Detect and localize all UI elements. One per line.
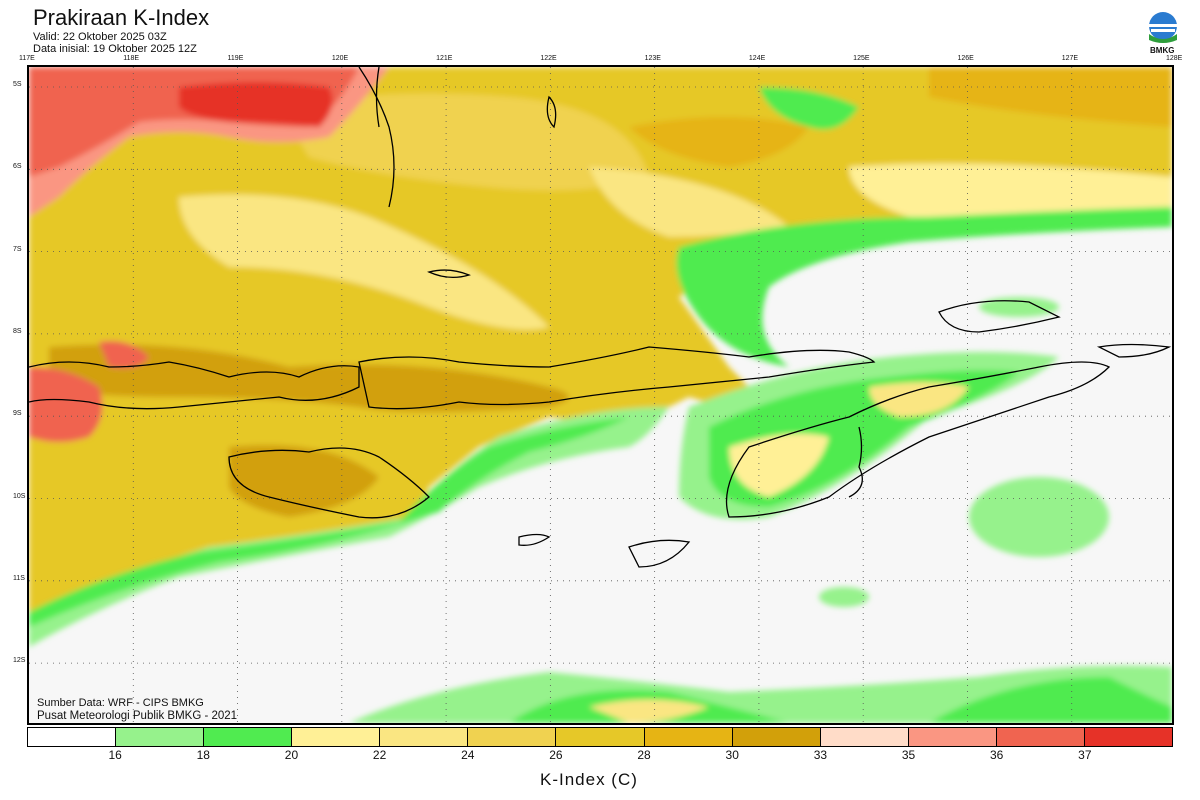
timor-coastline (725, 361, 1111, 518)
colorbar-tick: 20 (284, 748, 299, 762)
kindex-zone-16-18 (979, 297, 1059, 317)
colorbar-bin (820, 728, 909, 746)
lon-label: 119E (227, 55, 244, 62)
lon-label: 123E (644, 55, 661, 62)
map-title: Prakiraan K-Index (33, 5, 210, 30)
colorbar-bin (732, 728, 821, 746)
colorbar-bin (644, 728, 733, 746)
kindex-zone-30-33 (929, 67, 1172, 127)
kindex-zone-22-24 (729, 433, 829, 497)
lat-label: 5S (13, 81, 22, 88)
lat-label: 7S (13, 245, 22, 253)
colorbar-tick: 35 (901, 748, 916, 762)
kindex-zone-30-33 (49, 344, 569, 412)
colorbar-tick: 22 (372, 748, 387, 762)
lon-label: 117E (19, 55, 35, 62)
kindex-zone-22-24 (589, 699, 709, 723)
lon-label: 128E (1166, 55, 1183, 62)
sumbawa-coastline (29, 361, 360, 410)
colorbar-tick: 16 (108, 748, 122, 762)
lat-label: 9S (13, 410, 22, 418)
initial-time: Data inisial: 19 Oktober 2025 12Z (33, 43, 197, 55)
buton-coastline (546, 95, 557, 129)
lat-label: 12S (13, 657, 26, 665)
k-index-map (27, 65, 1174, 725)
lat-label: 10S (13, 492, 26, 500)
colorbar-bin (292, 728, 381, 746)
valid-time: Valid: 22 Oktober 2025 03Z (33, 31, 167, 43)
colorbar-tick: 26 (549, 748, 563, 762)
kindex-zone-38 (179, 82, 333, 127)
kindex-zone-16-18 (819, 587, 869, 607)
colorbar-title: K-Index (C) (540, 770, 638, 789)
colorbar-bin (116, 728, 205, 746)
kindex-zone-16-18 (29, 407, 669, 647)
lon-label: 125E (853, 55, 870, 62)
colorbar-bin (204, 728, 293, 746)
kindex-zone-18-20 (29, 417, 629, 627)
kindex-zone-22-24 (849, 163, 1172, 222)
alor-coastline (1096, 343, 1172, 358)
kindex-zone-30-33 (629, 117, 809, 167)
kindex-zone-22-24 (179, 194, 549, 330)
colorbar-tick: 36 (990, 748, 1004, 762)
kindex-zone-36 (99, 341, 149, 369)
sumba-coastline (228, 447, 430, 519)
lon-label: 122E (540, 55, 557, 62)
credit-center: Pusat Meteorologi Publik BMKG - 2021 (37, 710, 238, 722)
logo-label: BMKG (1150, 46, 1175, 55)
bmkg-logo-icon (1149, 12, 1177, 43)
lat-label: 8S (13, 327, 22, 335)
timor-border (848, 426, 863, 498)
lon-label: 124E (748, 55, 766, 62)
lat-label: 11S (13, 574, 25, 582)
colorbar-bin (996, 728, 1085, 746)
colorbar-tick: 28 (637, 748, 651, 762)
kindex-zone-18-20 (759, 87, 859, 130)
kindex-zone-22-24 (869, 382, 969, 417)
lon-label: 118E (123, 55, 140, 62)
colorbar-tick: 18 (196, 748, 210, 762)
sulawesi-coastline (358, 67, 395, 208)
colorbar-tick: 37 (1078, 748, 1092, 762)
wetar-coastline (938, 300, 1061, 333)
lon-label: 120E (331, 55, 349, 62)
colorbar-tick: 30 (725, 748, 739, 762)
kindex-zone-26-28 (279, 93, 649, 191)
rote-coastline (518, 533, 551, 546)
data-source: Sumber Data: WRF - CIPS BMKG (37, 697, 204, 709)
lon-label: 127E (1061, 55, 1079, 62)
lon-label: 126E (957, 55, 974, 62)
colorbar (27, 727, 1173, 747)
lat-label: 6S (13, 163, 22, 171)
colorbar-bin (556, 728, 645, 746)
kindex-zone-16-18 (969, 477, 1109, 557)
colorbar-bin (468, 728, 557, 746)
colorbar-bin (28, 728, 117, 746)
kindex-zone-18-20 (676, 207, 1172, 367)
colorbar-tick: 33 (813, 748, 828, 762)
colorbar-bin (908, 728, 997, 746)
kindex-zone-36-38 (29, 367, 103, 442)
colorbar-tick: 24 (461, 748, 475, 762)
colorbar-bin (380, 728, 469, 746)
kalaotoa-coastline (427, 269, 471, 279)
flores-coastline (358, 346, 876, 410)
colorbar-bin (1084, 728, 1173, 746)
kindex-zone-22-24 (589, 167, 789, 237)
savu-coastline (628, 539, 691, 568)
lon-label: 121E (436, 55, 453, 62)
